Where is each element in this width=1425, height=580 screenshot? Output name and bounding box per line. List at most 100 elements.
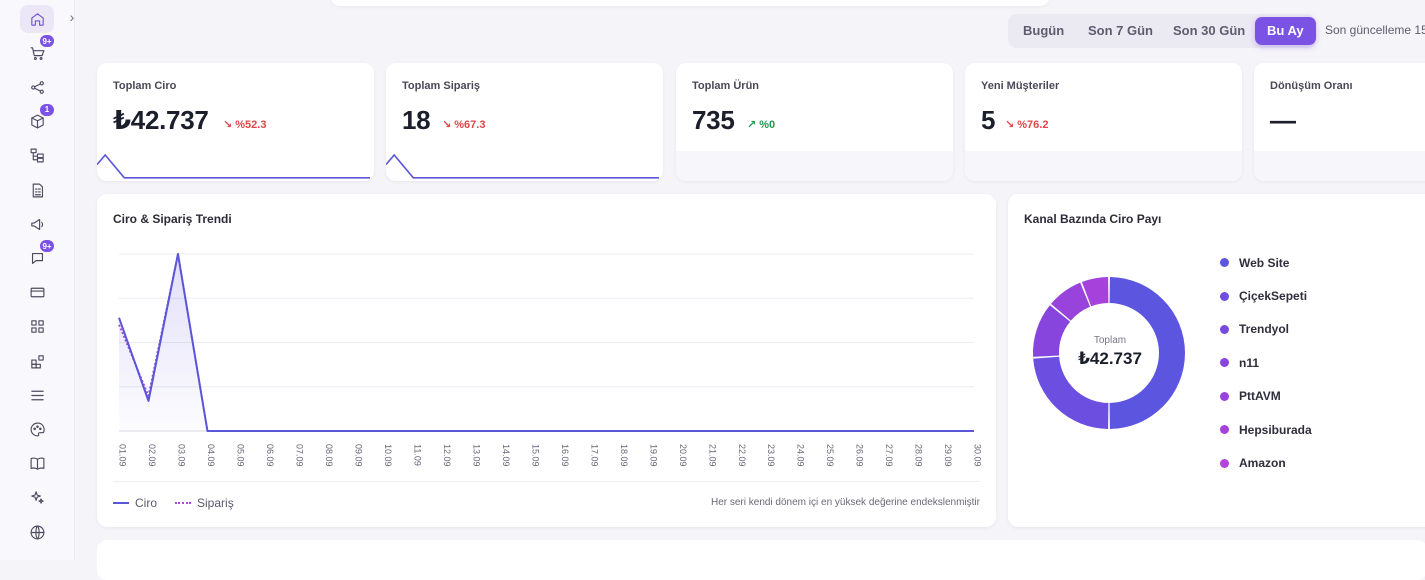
legend-dot (1220, 358, 1229, 368)
channel-legend: Web Site ÇiçekSepeti Trendyol n11 PttAVM Heps… (1220, 246, 1312, 480)
stat-value: 5 (981, 105, 996, 135)
legend-label: Ciro (135, 496, 158, 510)
x-tick-label: 18.09 (619, 444, 629, 467)
x-tick-label: 15.09 (530, 444, 540, 467)
donut-slice[interactable] (1109, 277, 1185, 429)
x-tick-label: 29.09 (943, 444, 953, 467)
sidebar-item-hierarchy[interactable] (20, 142, 54, 170)
sidebar-item-share[interactable] (20, 73, 54, 101)
series-line-ciro[interactable] (118, 253, 974, 432)
sparkline-path (97, 153, 370, 179)
stat-delta: ↘ %52.3 (223, 119, 267, 131)
sidebar-item-chat[interactable]: 9+ (20, 239, 55, 272)
x-tick-label: 24.09 (796, 444, 806, 467)
x-tick-label: 16.09 (560, 444, 570, 467)
donut-slice[interactable] (1033, 356, 1109, 429)
channel-legend-item[interactable]: PttAVM (1220, 380, 1312, 413)
x-tick-label: 19.09 (648, 444, 658, 467)
chat-icon (31, 252, 43, 264)
period-this-month-button[interactable]: Bu Ay (1255, 17, 1316, 45)
stat-card-new-customers[interactable]: Yeni Müşteriler 5 ↘ %76.2 (965, 63, 1242, 181)
legend-swatch (113, 502, 129, 504)
legend-dot (1220, 324, 1229, 334)
sidebar-item-globe[interactable] (20, 518, 54, 546)
channel-legend-item[interactable]: Hepsiburada (1220, 413, 1312, 446)
box-icon (30, 114, 44, 129)
stat-card-total-products[interactable]: Toplam Ürün 735 ↗ %0 (676, 63, 953, 181)
x-tick-label: 02.09 (147, 444, 157, 467)
x-tick-label: 04.09 (206, 444, 216, 467)
stat-delta: ↘ %67.3 (442, 119, 486, 131)
sparkline (386, 153, 659, 179)
cart-icon (30, 46, 44, 60)
legend-dot (1220, 458, 1229, 468)
channel-name: ÇiçekSepeti (1239, 289, 1308, 304)
legend-label: Sipariş (197, 496, 234, 510)
sparkline (97, 153, 370, 179)
last-update-text: Son güncelleme 15 (1325, 23, 1425, 37)
divider (113, 481, 980, 482)
donut-slice[interactable] (1051, 282, 1091, 321)
x-tick-label: 27.09 (884, 444, 894, 467)
x-tick-label: 23.09 (766, 444, 776, 467)
sidebar-item-grid[interactable] (20, 313, 54, 341)
stat-footer (676, 151, 953, 181)
x-tick-label: 25.09 (825, 444, 835, 467)
channel-legend-item[interactable]: Trendyol (1220, 313, 1312, 346)
stat-footer (1254, 151, 1425, 181)
donut-chart[interactable] (1008, 194, 1218, 527)
legend-dot (1220, 391, 1229, 401)
sidebar-item-home[interactable] (20, 5, 54, 33)
legend-dot (1220, 258, 1229, 268)
sidebar-item-credit-card[interactable] (20, 279, 54, 307)
palette-icon (30, 422, 45, 437)
legend-item-siparis[interactable]: Sipariş (175, 496, 234, 510)
period-30-days-button[interactable]: Son 30 Gün (1161, 17, 1257, 45)
sidebar-item-sparkle[interactable] (20, 484, 54, 512)
stat-label: Toplam Sipariş (402, 80, 481, 92)
channel-legend-item[interactable]: Amazon (1220, 446, 1312, 479)
stat-card-conversion-rate[interactable]: Dönüşüm Oranı — (1254, 63, 1425, 181)
notification-badge: 9+ (39, 34, 55, 49)
channel-name: Hepsiburada (1239, 422, 1312, 437)
x-tick-label: 01.09 (118, 444, 128, 467)
sidebar-item-box[interactable]: 1 (20, 102, 55, 136)
stat-label: Dönüşüm Oranı (1270, 80, 1353, 92)
period-7-days-button[interactable]: Son 7 Gün (1076, 17, 1165, 45)
donut-slice[interactable] (1033, 305, 1071, 357)
stat-value: 18 (402, 105, 431, 135)
sidebar-item-apps-add[interactable] (20, 347, 54, 375)
x-tick-label: 09.09 (353, 444, 363, 467)
x-tick-label: 22.09 (737, 444, 747, 467)
x-tick-label: 12.09 (442, 444, 452, 467)
donut-center-value: ₺42.737 (1078, 349, 1142, 368)
x-tick-label: 28.09 (914, 444, 924, 467)
trend-chart[interactable]: 01.09 02.09 03.09 04.09 05.09 06.09 07.09 08.09… (97, 194, 996, 484)
donut-slice[interactable] (1081, 277, 1109, 307)
card-title: Ciro & Sipariş Trendi (113, 212, 232, 226)
stat-card-total-revenue[interactable]: Toplam Ciro ₺42.737 ↘ %52.3 (97, 63, 374, 181)
channel-legend-item[interactable]: ÇiçekSepeti (1220, 279, 1312, 312)
period-today-button[interactable]: Bugün (1011, 17, 1076, 45)
megaphone-icon (30, 218, 43, 230)
sidebar-item-invoice[interactable] (20, 176, 54, 204)
stat-value: ₺42.737 (113, 105, 209, 135)
stat-value: — (1270, 105, 1296, 135)
sparkline-path (386, 153, 659, 179)
channel-share-card: Kanal Bazında Ciro Payı Toplam ₺42.737 W… (1008, 194, 1425, 527)
chart-legend: Ciro Sipariş (113, 496, 234, 510)
channel-legend-item[interactable]: n11 (1220, 346, 1312, 379)
sidebar-item-palette[interactable] (20, 415, 54, 443)
x-tick-label: 08.09 (324, 444, 334, 467)
stat-footer (965, 151, 1242, 181)
x-tick-label: 20.09 (678, 444, 688, 467)
sidebar-item-menu[interactable] (20, 381, 54, 409)
channel-name: n11 (1239, 355, 1260, 370)
sidebar-item-megaphone[interactable] (20, 210, 54, 238)
sidebar-collapse-button[interactable]: › (69, 9, 75, 25)
sidebar-item-cart[interactable]: 9+ (20, 34, 55, 67)
channel-legend-item[interactable]: Web Site (1220, 246, 1312, 279)
legend-item-ciro[interactable]: Ciro (113, 496, 157, 510)
sidebar-item-book[interactable] (20, 450, 54, 478)
stat-card-total-orders[interactable]: Toplam Sipariş 18 ↘ %67.3 (386, 63, 663, 181)
